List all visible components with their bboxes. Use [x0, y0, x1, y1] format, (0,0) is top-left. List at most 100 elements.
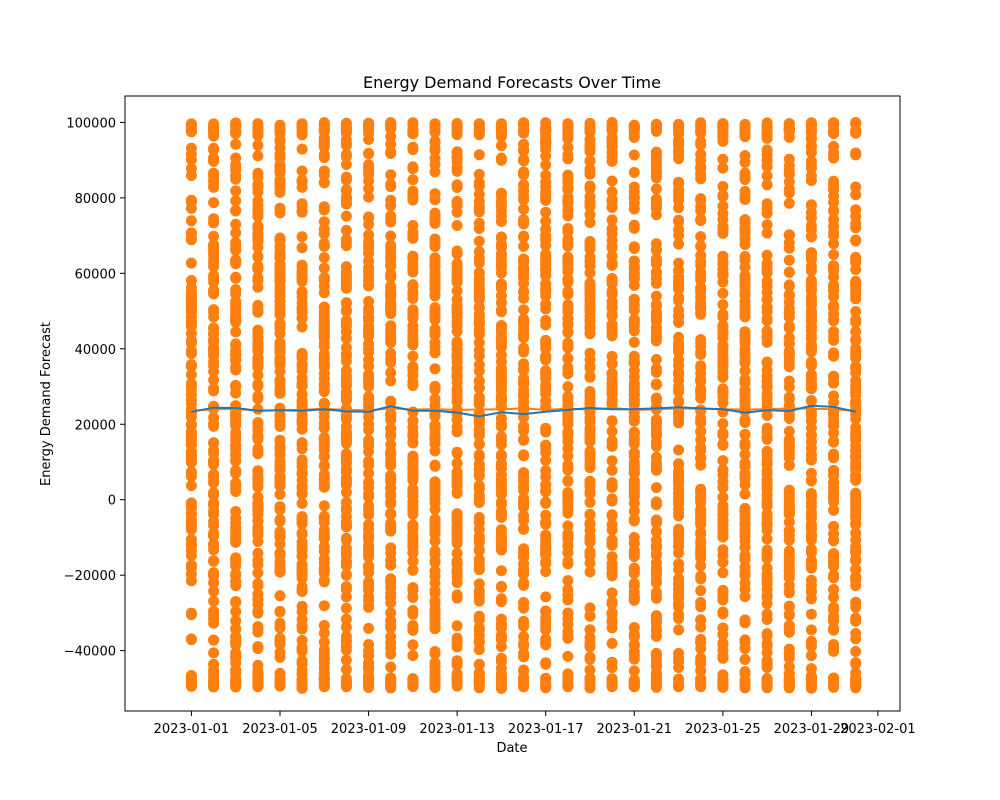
scatter-point	[739, 457, 751, 469]
scatter-point	[385, 673, 397, 685]
scatter-point	[783, 601, 795, 613]
scatter-point	[584, 370, 596, 382]
scatter-point	[296, 129, 308, 141]
scatter-point	[540, 257, 552, 269]
scatter-point	[584, 412, 596, 424]
scatter-point	[562, 273, 574, 285]
scatter-point	[407, 304, 419, 316]
scatter-point	[230, 239, 242, 251]
scatter-point	[761, 119, 773, 131]
scatter-point	[805, 360, 817, 372]
scatter-point	[363, 509, 375, 521]
scatter-point	[518, 155, 530, 167]
scatter-point	[850, 445, 862, 457]
scatter-point	[518, 126, 530, 137]
scatter-point	[473, 223, 485, 234]
scatter-point	[385, 439, 397, 451]
scatter-point	[363, 191, 375, 203]
scatter-point	[429, 337, 441, 349]
scatter-point	[584, 121, 596, 133]
scatter-point	[230, 575, 242, 587]
scatter-point	[208, 509, 220, 520]
scatter-point	[185, 383, 197, 395]
scatter-point	[252, 324, 264, 336]
scatter-point	[185, 257, 197, 269]
scatter-point	[717, 439, 729, 451]
scatter-point	[429, 420, 441, 431]
scatter-point	[340, 511, 352, 523]
scatter-point	[606, 132, 618, 144]
scatter-point	[850, 646, 862, 657]
scatter-point	[673, 467, 685, 479]
scatter-point	[850, 264, 862, 275]
y-tick-label: 0	[108, 494, 116, 509]
scatter-point	[673, 613, 685, 624]
scatter-point	[296, 231, 308, 243]
scatter-point	[518, 231, 530, 243]
scatter-point	[473, 268, 485, 280]
scatter-point	[473, 591, 485, 602]
scatter-point	[208, 240, 220, 252]
scatter-point	[717, 181, 729, 192]
scatter-point	[805, 530, 817, 541]
scatter-point	[363, 650, 375, 662]
scatter-point	[495, 306, 507, 318]
scatter-point	[318, 481, 330, 493]
scatter-point	[185, 163, 197, 175]
scatter-point	[340, 149, 352, 160]
scatter-point	[783, 668, 795, 680]
scatter-point	[363, 519, 375, 531]
scatter-point	[230, 387, 242, 399]
scatter-point	[673, 344, 685, 356]
scatter-point	[673, 493, 685, 505]
scatter-point	[695, 195, 707, 207]
scatter-point	[628, 427, 640, 439]
scatter-point	[673, 238, 685, 250]
scatter-point	[230, 348, 242, 360]
scatter-point	[340, 139, 352, 151]
scatter-point	[451, 199, 463, 211]
scatter-point	[252, 434, 264, 445]
scatter-point	[518, 665, 530, 677]
scatter-point	[230, 316, 242, 328]
scatter-point	[385, 117, 397, 129]
scatter-point	[628, 166, 640, 178]
scatter-point	[650, 193, 662, 205]
scatter-point	[828, 418, 840, 430]
scatter-point	[429, 269, 441, 281]
scatter-point	[363, 373, 375, 385]
scatter-point	[296, 641, 308, 653]
scatter-point	[606, 201, 618, 213]
scatter-point	[230, 152, 242, 164]
scatter-point	[451, 285, 463, 297]
scatter-point	[230, 427, 242, 439]
scatter-point	[628, 681, 640, 692]
scatter-point	[340, 474, 352, 486]
scatter-point	[429, 557, 441, 568]
scatter-point	[318, 553, 330, 565]
scatter-point	[562, 251, 574, 263]
scatter-point	[473, 375, 485, 387]
scatter-point	[850, 612, 862, 624]
scatter-point	[274, 134, 286, 146]
scatter-point	[340, 569, 352, 581]
scatter-point	[208, 249, 220, 261]
scatter-point	[274, 590, 286, 602]
scatter-point	[650, 290, 662, 302]
scatter-point	[650, 514, 662, 526]
scatter-point	[296, 321, 308, 333]
scatter-point	[761, 267, 773, 279]
scatter-point	[717, 556, 729, 568]
scatter-point	[473, 329, 485, 340]
scatter-point	[230, 326, 242, 338]
scatter-point	[650, 378, 662, 390]
scatter-point	[473, 534, 485, 546]
scatter-point	[451, 165, 463, 177]
scatter-point	[673, 624, 685, 636]
scatter-point	[606, 455, 618, 467]
x-tick-label: 2023-01-29	[774, 722, 850, 737]
scatter-point	[318, 600, 330, 612]
scatter-point	[540, 319, 552, 331]
scatter-point	[296, 668, 308, 680]
scatter-point	[296, 550, 308, 562]
